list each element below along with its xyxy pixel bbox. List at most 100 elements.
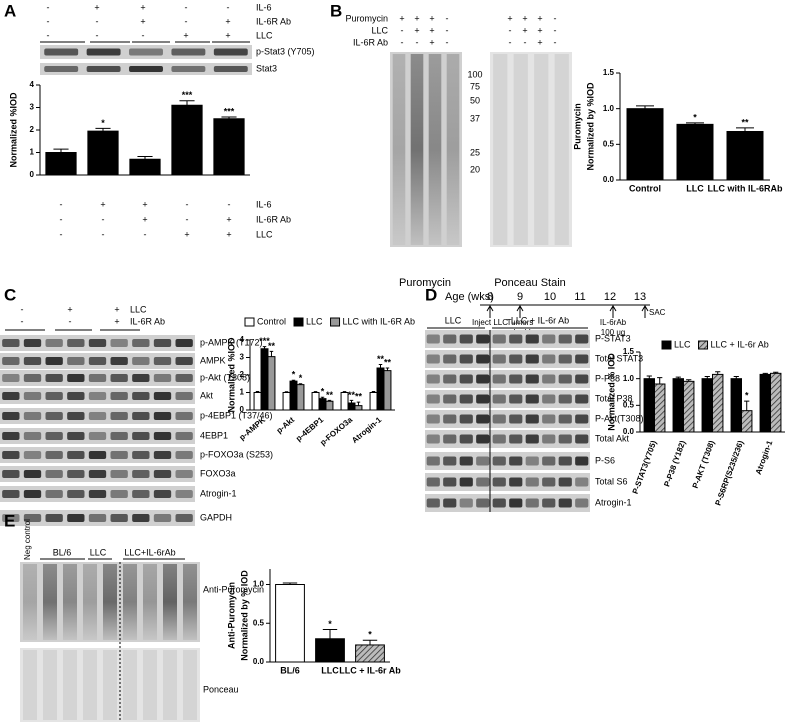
blot-lane bbox=[143, 650, 157, 720]
y-tick-label: 0.5 bbox=[623, 400, 635, 409]
condition-sign: - bbox=[102, 229, 105, 239]
condition-sign: + bbox=[183, 30, 188, 40]
blot-band bbox=[2, 392, 20, 400]
condition-sign: + bbox=[507, 13, 512, 23]
blot-lane bbox=[103, 564, 117, 640]
legend-swatch bbox=[244, 317, 255, 327]
blot-band bbox=[492, 374, 506, 384]
condition-sign: - bbox=[401, 25, 404, 35]
blot-band bbox=[132, 392, 150, 400]
error-bar bbox=[686, 379, 692, 382]
condition-sign: - bbox=[21, 304, 24, 314]
blot-band bbox=[575, 434, 589, 444]
blot-band bbox=[2, 470, 20, 478]
significance: ** bbox=[348, 390, 356, 400]
blot-band bbox=[175, 514, 193, 522]
bar bbox=[282, 392, 291, 411]
x-tick-label: LLC with IL-6RAb bbox=[708, 183, 783, 193]
timeline-event: SAC bbox=[649, 308, 666, 317]
blot-band bbox=[45, 451, 63, 459]
group-label: LLC bbox=[445, 315, 462, 325]
blot-band bbox=[153, 357, 172, 365]
blot-band bbox=[459, 334, 473, 344]
y-tick-label: 1.5 bbox=[623, 347, 635, 356]
condition-sign: + bbox=[414, 25, 419, 35]
blot-band bbox=[23, 451, 42, 459]
panel-label: A bbox=[4, 1, 16, 20]
blot-band bbox=[67, 357, 85, 365]
y-tick-label: 1.5 bbox=[603, 68, 615, 77]
panel-label: B bbox=[330, 1, 342, 20]
blot-band bbox=[171, 48, 206, 56]
condition-sign: + bbox=[429, 13, 434, 23]
condition-sign: - bbox=[47, 16, 50, 26]
blot-band bbox=[459, 477, 473, 487]
blot-band bbox=[443, 354, 457, 364]
bar bbox=[654, 383, 666, 433]
condition-sign: + bbox=[225, 16, 230, 26]
condition-sign: - bbox=[446, 37, 449, 47]
blot-band bbox=[67, 451, 85, 459]
blot-band bbox=[525, 334, 539, 344]
error-bar bbox=[327, 399, 332, 402]
y-axis-label: Anti-Puromycin bbox=[226, 582, 236, 649]
error-bar bbox=[704, 376, 710, 379]
condition-sign: + bbox=[399, 13, 404, 23]
blot-band bbox=[509, 414, 523, 424]
y-tick-label: 3 bbox=[30, 103, 35, 112]
bar bbox=[369, 392, 378, 411]
blot-label: P-STAT3 bbox=[595, 333, 631, 343]
bar bbox=[383, 370, 392, 411]
blot-band bbox=[542, 498, 556, 508]
blot-band bbox=[88, 451, 107, 459]
blot-label: Total S6 bbox=[595, 476, 628, 486]
blot-band bbox=[509, 354, 523, 364]
bar bbox=[275, 584, 305, 663]
significance: *** bbox=[182, 90, 193, 100]
error-bar bbox=[744, 400, 750, 411]
blot-band bbox=[88, 357, 107, 365]
condition-label: IL-6 bbox=[256, 2, 272, 12]
bar bbox=[354, 405, 363, 411]
blot-band bbox=[525, 374, 539, 384]
bar bbox=[626, 108, 664, 181]
blot-band bbox=[88, 490, 107, 498]
blot-band bbox=[110, 392, 128, 400]
condition-sign: - bbox=[554, 25, 557, 35]
blot-band bbox=[2, 374, 20, 382]
blot-label: Anti-Puromycin bbox=[203, 584, 264, 594]
panel-label: C bbox=[4, 285, 16, 304]
error-bar bbox=[137, 156, 153, 160]
y-tick-label: 4 bbox=[30, 80, 35, 89]
blot-band bbox=[492, 414, 506, 424]
group-label: LLC bbox=[90, 547, 107, 557]
error-bar bbox=[657, 377, 663, 384]
bar bbox=[741, 410, 753, 433]
condition-sign: + bbox=[429, 25, 434, 35]
blot-band bbox=[44, 48, 79, 56]
blot-lane bbox=[43, 650, 57, 720]
blot-label: Total Akt bbox=[595, 433, 630, 443]
x-tick-label: Control bbox=[629, 183, 661, 193]
bar bbox=[289, 380, 298, 411]
condition-label: IL-6R Ab bbox=[130, 316, 165, 326]
condition-sign: + bbox=[114, 316, 119, 326]
blot-band bbox=[153, 432, 172, 440]
blot-band bbox=[2, 412, 20, 420]
significance: * bbox=[101, 118, 105, 128]
blot-band bbox=[542, 354, 556, 364]
marker-label: 75 bbox=[470, 81, 480, 91]
y-axis-label: Normalized by % IOD bbox=[239, 570, 249, 661]
blot-band bbox=[88, 470, 107, 478]
blot-label: Total P38 bbox=[595, 393, 633, 403]
y-axis-label: Normalized by %IOD bbox=[585, 82, 595, 171]
blot-band bbox=[509, 434, 523, 444]
timeline-event: Inject LLC bbox=[472, 318, 508, 327]
bar bbox=[129, 158, 161, 176]
blot-band bbox=[88, 412, 107, 420]
bar bbox=[712, 373, 724, 433]
blot-band bbox=[476, 498, 490, 508]
blot-band bbox=[575, 394, 589, 404]
blot-band bbox=[575, 477, 589, 487]
